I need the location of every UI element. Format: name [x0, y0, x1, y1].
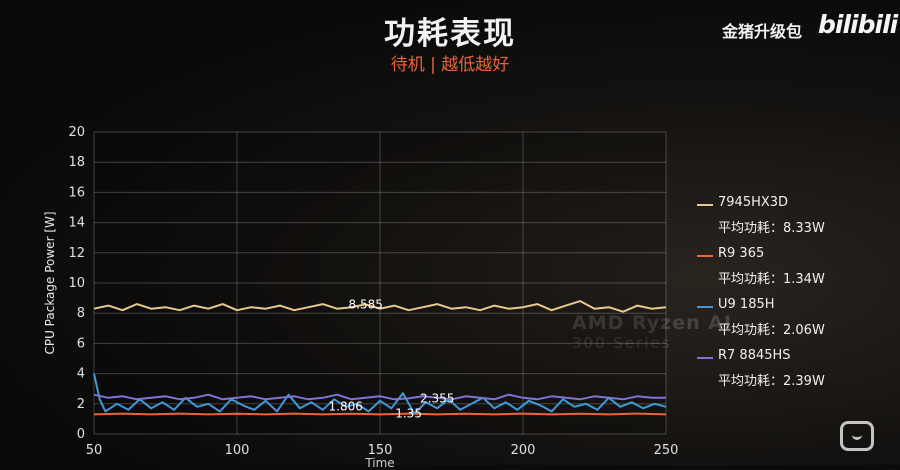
- axes: 0 2 4 6 8 10 12 14 16 18 20 50 100 150 200 250: [68, 125, 678, 458]
- y-tick-label: 20: [68, 125, 85, 140]
- y-tick-label: 14: [68, 216, 85, 231]
- annotations: 8.585 1.806 1.35 2.355: [329, 297, 455, 420]
- y-tick-label: 0: [77, 427, 85, 442]
- data-label: 8.585: [349, 297, 383, 311]
- legend-item: R7 8845HS 平均功耗：2.39W: [697, 348, 887, 399]
- legend-item: 7945HX3D 平均功耗：8.33W: [697, 195, 887, 246]
- page-title: 功耗表现: [384, 16, 516, 52]
- x-tick-label: 150: [368, 443, 393, 458]
- legend-item: U9 185H 平均功耗：2.06W: [697, 297, 887, 348]
- y-tick-label: 8: [77, 306, 85, 321]
- series-line-7945hx3d: [93, 300, 667, 313]
- legend-average-power: 平均功耗：2.39W: [718, 374, 825, 389]
- legend: 7945HX3D 平均功耗：8.33W R9 365 平均功耗：1.34W U9…: [697, 195, 887, 399]
- y-axis-label: CPU Package Power [W]: [43, 211, 57, 355]
- y-tick-label: 6: [77, 336, 85, 351]
- series-line-u9-185h: [93, 373, 667, 415]
- bilibili-logo: bilibili: [818, 10, 898, 39]
- series-line-r9-365: [93, 412, 667, 416]
- y-tick-label: 16: [68, 185, 85, 200]
- x-tick-label: 200: [511, 443, 536, 458]
- legend-average-power: 平均功耗：1.34W: [718, 272, 825, 287]
- amd-watermark-sub: 300 Series: [572, 334, 672, 352]
- x-tick-label: 50: [86, 443, 103, 458]
- data-label: 1.806: [329, 400, 363, 414]
- y-tick-label: 10: [68, 276, 85, 291]
- legend-swatch: [697, 204, 713, 206]
- page-subtitle: 待机 | 越低越好: [390, 55, 510, 75]
- series-lines: [93, 300, 667, 416]
- y-tick-label: 12: [68, 246, 85, 261]
- brand-label: 金猪升级包: [722, 22, 803, 41]
- legend-item: R9 365 平均功耗：1.34W: [697, 246, 887, 297]
- plot-area: [94, 132, 666, 434]
- legend-swatch: [697, 306, 713, 308]
- data-label: 1.35: [395, 407, 422, 421]
- legend-series-name: R7 8845HS: [718, 348, 791, 363]
- x-tick-label: 100: [225, 443, 250, 458]
- legend-series-name: R9 365: [718, 246, 765, 261]
- legend-series-name: 7945HX3D: [718, 195, 789, 210]
- legend-average-power: 平均功耗：2.06W: [718, 323, 825, 338]
- legend-swatch: [697, 357, 713, 359]
- bilibili-tv-icon[interactable]: [840, 421, 874, 451]
- amd-watermark: AMD Ryzen AI: [572, 312, 733, 334]
- y-tick-label: 4: [77, 367, 85, 382]
- series-line-r7-8845hs: [93, 393, 666, 401]
- x-tick-label: 250: [654, 443, 679, 458]
- y-tick-label: 2: [77, 397, 85, 412]
- data-label: 2.355: [420, 391, 454, 405]
- x-axis-label: Time: [365, 456, 395, 470]
- legend-series-name: U9 185H: [718, 297, 775, 312]
- legend-swatch: [697, 255, 713, 257]
- y-tick-label: 18: [68, 155, 85, 170]
- legend-average-power: 平均功耗：8.33W: [718, 221, 825, 236]
